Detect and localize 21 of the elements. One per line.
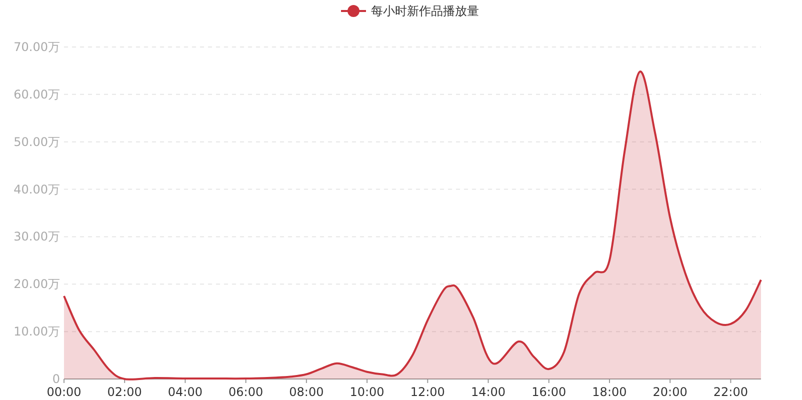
- x-tick-label: 06:00: [228, 385, 264, 399]
- y-tick-label: 30.00万: [14, 230, 60, 244]
- x-tick-label: 18:00: [592, 385, 627, 399]
- y-tick-label: 40.00万: [14, 182, 60, 196]
- x-tick-label: 02:00: [107, 385, 142, 399]
- y-tick-label: 0: [52, 372, 60, 386]
- y-tick-label: 60.00万: [14, 87, 60, 102]
- x-tick-label: 20:00: [652, 385, 688, 399]
- legend-label: 每小时新作品播放量: [371, 4, 479, 18]
- x-tick-label: 00:00: [46, 385, 82, 399]
- x-tick-label: 04:00: [168, 385, 203, 399]
- y-tick-label: 50.00万: [14, 134, 60, 149]
- x-tick-label: 16:00: [532, 385, 566, 399]
- x-tick-label: 10:00: [350, 385, 384, 399]
- x-tick-label: 12:00: [410, 385, 445, 399]
- x-tick-label: 22:00: [713, 385, 748, 399]
- x-tick-label: 08:00: [289, 385, 324, 399]
- y-tick-label: 20.00万: [14, 277, 60, 292]
- y-tick-label: 10.00万: [14, 324, 60, 339]
- y-tick-label: 70.00万: [14, 40, 60, 54]
- x-tick-label: 14:00: [470, 385, 506, 399]
